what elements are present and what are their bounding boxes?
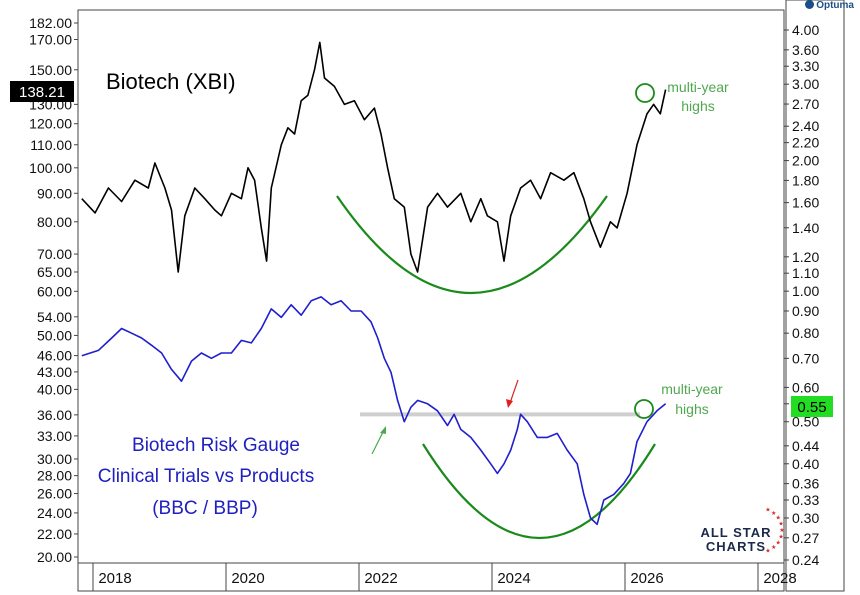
left-tick-label: 36.00 [37,407,72,423]
gauge-last-value-badge [791,396,833,417]
left-tick-label: 22.00 [37,526,72,542]
logo-stars-icon: ★★★★★★★★★ [765,506,784,554]
right-tick-label: 0.90 [792,303,819,319]
optuma-logo-icon [805,0,815,9]
gauge-title: Biotech Risk Gauge [132,435,300,456]
gauge-last-value: 0.55 [797,399,826,416]
left-tick-label: 120.00 [29,116,72,132]
xbi-series-line [81,41,667,273]
x-axis: 2018 2020 2022 2024 2026 2028 [92,563,797,591]
right-tick-label: 0.30 [792,510,819,526]
right-tick-label: 0.60 [792,379,819,395]
left-tick-label: 182.00 [29,15,72,31]
left-tick-label: 20.00 [37,549,72,565]
x-tick-label: 2026 [630,570,663,587]
logo-star-icon: ★ [765,548,770,555]
left-tick-label: 24.00 [37,505,72,521]
x-tick-label: 2020 [231,570,264,587]
xbi-last-value: 138.21 [19,84,65,101]
left-tick-label: 70.00 [37,246,72,262]
xbi-last-value-badge [10,81,74,102]
optuma-brand: Optuma [805,0,854,11]
left-tick-label: 150.00 [29,62,72,78]
x-tick-label: 2028 [763,570,796,587]
left-tick-label: 100.00 [29,160,72,176]
logo-star-icon: ★ [775,515,780,522]
right-axis-panel [785,0,845,592]
right-tick-label: 1.40 [792,220,819,236]
right-tick-label: 0.80 [792,325,819,341]
right-axis: 4.00 3.603.30 3.00 2.70 2.402.20 2.00 1.80 1.60… [784,22,819,568]
right-tick-label: 1.80 [792,172,819,188]
right-tick-label: 2.00 [792,153,819,169]
logo-star-icon: ★ [765,506,770,513]
left-tick-label: 110.00 [30,137,72,153]
left-tick-label: 33.00 [37,428,72,444]
left-tick-label: 30.00 [37,451,72,467]
right-tick-label: 2.40 [792,118,819,134]
left-tick-label: 65.00 [37,264,72,280]
left-tick-label: 50.00 [37,327,72,343]
right-tick-label: 3.00 [792,76,819,92]
right-tick-label: 0.36 [792,476,819,492]
logo-star-icon: ★ [779,527,784,534]
left-tick-label: 46.00 [37,348,72,364]
left-tick-label: 60.00 [37,283,72,299]
gauge-annotation-line2: highs [675,401,708,417]
green-arrow-icon [371,426,386,455]
gauge-subtitle: Clinical Trials vs Products [98,466,314,487]
logo-star-icon: ★ [775,539,780,546]
x-tick-label: 2022 [364,570,397,587]
red-arrow-icon [506,379,519,408]
x-tick-label: 2018 [98,570,131,587]
right-tick-label: 0.27 [792,530,819,546]
logo-line1: ALL STAR [700,525,771,540]
right-tick-label: 0.40 [792,456,819,472]
x-axis-band [77,562,785,592]
right-tick-label: 0.33 [792,492,819,508]
right-tick-label: 0.44 [792,438,819,454]
gauge-annotation-line1: multi-year [661,381,723,397]
xbi-base-arc [336,195,608,294]
right-tick-label: 0.24 [792,552,819,568]
right-tick-label: 3.30 [792,58,819,74]
right-tick-label: 1.10 [792,265,819,281]
gauge-series-line [81,296,667,526]
xbi-high-circle [635,83,655,103]
optuma-label: Optuma [816,0,854,11]
right-tick-label: 3.60 [792,42,819,58]
allstarcharts-logo: ALL STAR CHARTS ★★★★★★★★★ [700,506,784,554]
xbi-annotation-line2: highs [681,98,714,114]
gauge-high-circle [634,399,654,419]
right-tick-label: 2.70 [792,96,819,112]
right-tick-label: 1.00 [792,283,819,299]
gauge-note: (BBC / BBP) [152,498,258,519]
right-tick-label: 2.20 [792,135,819,151]
left-tick-label: 90.00 [37,185,72,201]
right-tick-label: 0.70 [792,350,819,366]
xbi-annotation-line1: multi-year [667,79,729,95]
right-tick-label: 4.00 [792,22,819,38]
logo-star-icon: ★ [771,510,776,517]
left-tick-label: 28.00 [37,468,72,484]
gauge-base-arc [422,443,656,540]
logo-line2: CHARTS [706,539,766,554]
logo-star-icon: ★ [771,544,776,551]
logo-star-icon: ★ [778,520,783,527]
left-tick-label: 40.00 [37,381,72,397]
left-tick-label: 26.00 [37,486,72,502]
logo-star-icon: ★ [778,534,783,541]
xbi-title: Biotech (XBI) [106,69,236,94]
left-tick-label: 170.00 [29,31,72,47]
left-tick-label: 80.00 [37,214,72,230]
right-tick-label: 1.60 [792,195,819,211]
right-tick-label: 0.50 [792,414,819,430]
left-tick-label: 54.00 [37,309,72,325]
x-tick-label: 2024 [497,570,530,587]
right-tick-label: 1.20 [792,249,819,265]
left-tick-label: 43.00 [37,364,72,380]
